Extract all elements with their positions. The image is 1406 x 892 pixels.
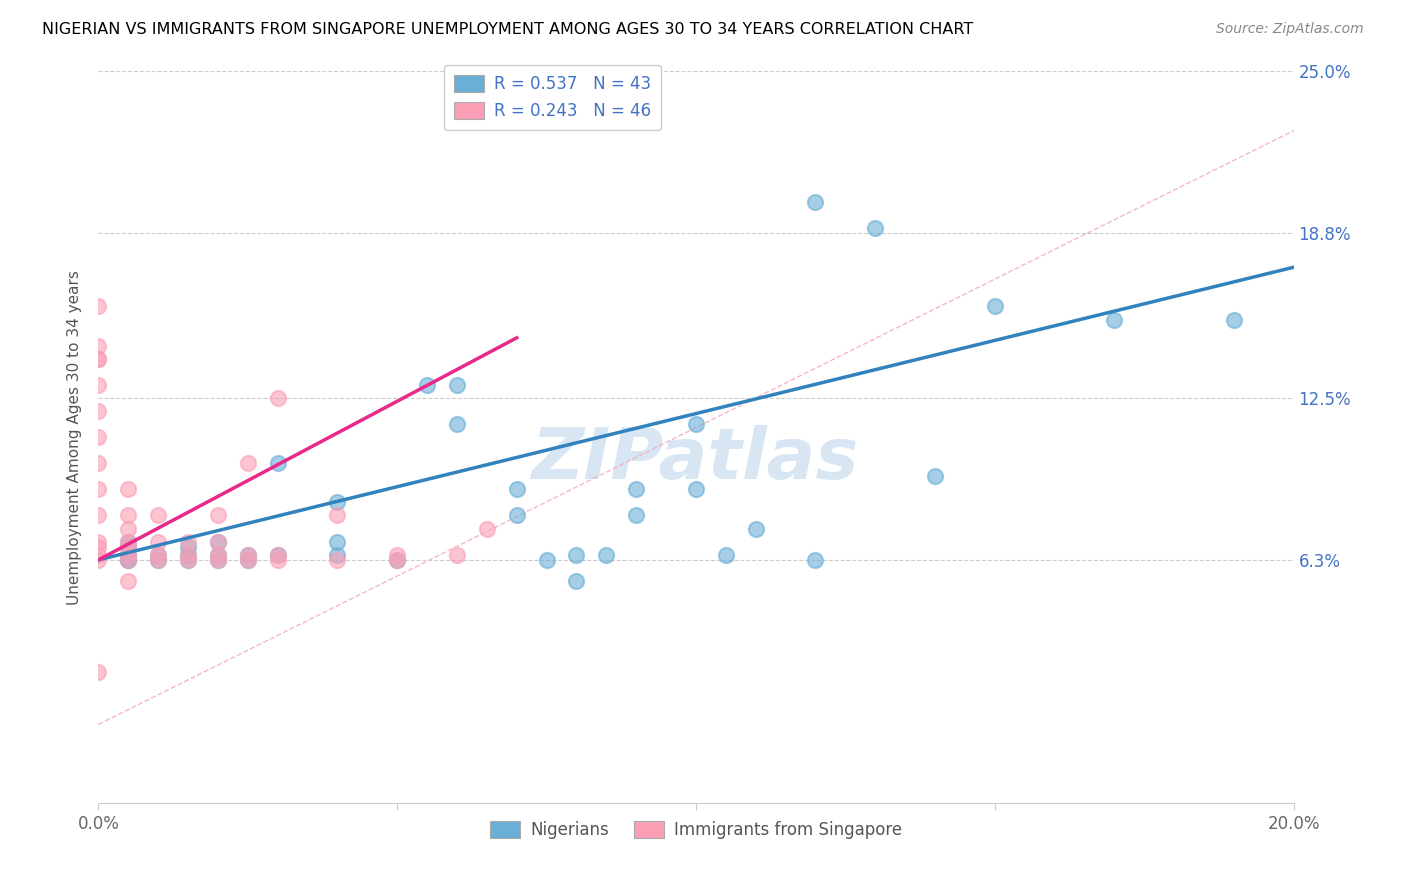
Point	[207, 548, 229, 562]
Point	[87, 534, 110, 549]
Point	[177, 553, 200, 567]
Point	[236, 548, 259, 562]
Point	[87, 300, 110, 314]
Point	[1223, 312, 1246, 326]
Point	[236, 553, 259, 567]
Point	[446, 548, 468, 562]
Text: ZIPatlas: ZIPatlas	[533, 425, 859, 493]
Point	[326, 534, 349, 549]
Point	[148, 553, 170, 567]
Point	[804, 194, 827, 209]
Point	[117, 553, 139, 567]
Point	[804, 553, 827, 567]
Point	[236, 548, 259, 562]
Point	[117, 521, 139, 535]
Point	[177, 553, 200, 567]
Point	[87, 548, 110, 562]
Point	[416, 377, 439, 392]
Point	[446, 377, 468, 392]
Point	[117, 553, 139, 567]
Text: NIGERIAN VS IMMIGRANTS FROM SINGAPORE UNEMPLOYMENT AMONG AGES 30 TO 34 YEARS COR: NIGERIAN VS IMMIGRANTS FROM SINGAPORE UN…	[42, 22, 973, 37]
Point	[148, 548, 170, 562]
Point	[117, 534, 139, 549]
Point	[117, 534, 139, 549]
Point	[267, 553, 290, 567]
Point	[177, 540, 200, 554]
Point	[87, 540, 110, 554]
Point	[117, 574, 139, 588]
Point	[207, 553, 229, 567]
Point	[506, 483, 529, 497]
Point	[626, 508, 648, 523]
Point	[385, 548, 409, 562]
Point	[267, 548, 290, 562]
Point	[87, 508, 110, 523]
Point	[207, 534, 229, 549]
Point	[326, 495, 349, 509]
Point	[924, 469, 946, 483]
Point	[207, 534, 229, 549]
Point	[1104, 312, 1126, 326]
Point	[148, 508, 170, 523]
Point	[745, 521, 768, 535]
Point	[385, 553, 409, 567]
Point	[207, 553, 229, 567]
Point	[595, 548, 617, 562]
Point	[714, 548, 737, 562]
Point	[87, 351, 110, 366]
Point	[87, 339, 110, 353]
Text: Source: ZipAtlas.com: Source: ZipAtlas.com	[1216, 22, 1364, 37]
Point	[984, 300, 1007, 314]
Point	[117, 540, 139, 554]
Point	[177, 548, 200, 562]
Point	[236, 456, 259, 470]
Point	[87, 483, 110, 497]
Point	[565, 548, 588, 562]
Point	[506, 508, 529, 523]
Point	[117, 508, 139, 523]
Point	[148, 548, 170, 562]
Point	[87, 404, 110, 418]
Point	[267, 548, 290, 562]
Point	[207, 508, 229, 523]
Point	[148, 534, 170, 549]
Legend: Nigerians, Immigrants from Singapore: Nigerians, Immigrants from Singapore	[484, 814, 908, 846]
Point	[865, 221, 887, 235]
Point	[87, 351, 110, 366]
Point	[326, 553, 349, 567]
Point	[565, 574, 588, 588]
Point	[87, 553, 110, 567]
Point	[87, 665, 110, 680]
Point	[117, 548, 139, 562]
Point	[117, 483, 139, 497]
Point	[117, 548, 139, 562]
Y-axis label: Unemployment Among Ages 30 to 34 years: Unemployment Among Ages 30 to 34 years	[67, 269, 83, 605]
Point	[536, 553, 558, 567]
Point	[87, 430, 110, 444]
Point	[148, 553, 170, 567]
Point	[626, 483, 648, 497]
Point	[326, 548, 349, 562]
Point	[267, 391, 290, 405]
Point	[236, 553, 259, 567]
Point	[475, 521, 498, 535]
Point	[326, 508, 349, 523]
Point	[685, 417, 707, 431]
Point	[117, 553, 139, 567]
Point	[177, 548, 200, 562]
Point	[207, 548, 229, 562]
Point	[87, 377, 110, 392]
Point	[267, 456, 290, 470]
Point	[685, 483, 707, 497]
Point	[87, 456, 110, 470]
Point	[446, 417, 468, 431]
Point	[117, 540, 139, 554]
Point	[385, 553, 409, 567]
Point	[177, 534, 200, 549]
